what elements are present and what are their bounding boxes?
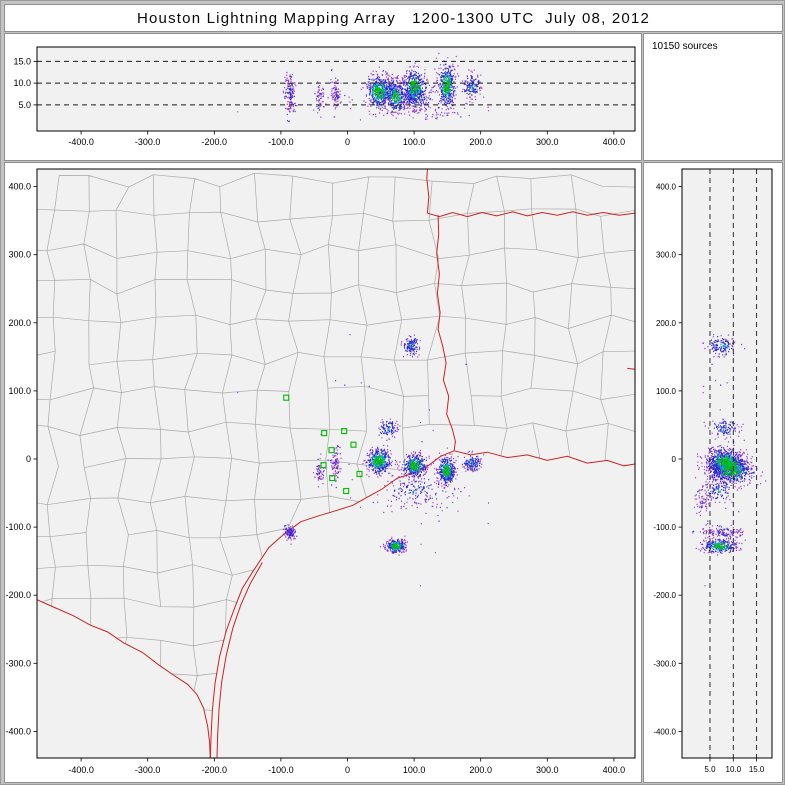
svg-text:10.0: 10.0 bbox=[726, 765, 742, 774]
svg-text:100.0: 100.0 bbox=[8, 386, 31, 396]
svg-text:0: 0 bbox=[345, 765, 350, 775]
svg-text:-300.0: -300.0 bbox=[653, 659, 676, 668]
svg-text:100.0: 100.0 bbox=[656, 387, 677, 396]
svg-text:15.0: 15.0 bbox=[13, 56, 31, 66]
svg-text:200.0: 200.0 bbox=[8, 318, 31, 328]
svg-text:-400.0: -400.0 bbox=[68, 765, 94, 775]
svg-text:-300.0: -300.0 bbox=[135, 137, 161, 147]
svg-text:0: 0 bbox=[672, 455, 677, 464]
svg-text:5.0: 5.0 bbox=[18, 100, 31, 110]
svg-text:-400.0: -400.0 bbox=[5, 726, 31, 736]
svg-text:0: 0 bbox=[345, 137, 350, 147]
altitude-ns-panel: -400.0 -300.0 -200.0 -100.0 0 100.0 200.0 300.0… bbox=[643, 162, 783, 783]
altitude-ew-plot[interactable]: -400.0 -300.0 -200.0 -100.0 0 100.0 200.0 300.0… bbox=[5, 34, 641, 160]
svg-text:-100.0: -100.0 bbox=[5, 522, 31, 532]
svg-text:200.0: 200.0 bbox=[469, 137, 492, 147]
svg-text:300.0: 300.0 bbox=[536, 765, 559, 775]
svg-text:0: 0 bbox=[26, 454, 31, 464]
page-title: Houston Lightning Mapping Array 1200-130… bbox=[4, 4, 783, 32]
svg-text:-200.0: -200.0 bbox=[202, 137, 228, 147]
svg-text:200.0: 200.0 bbox=[469, 765, 492, 775]
svg-text:-400.0: -400.0 bbox=[653, 727, 676, 736]
sources-count-label: 10150 sources bbox=[652, 41, 718, 52]
svg-text:5.0: 5.0 bbox=[704, 765, 716, 774]
svg-text:-200.0: -200.0 bbox=[653, 591, 676, 600]
plan-view-map-plot[interactable]: -400.0 -300.0 -200.0 -100.0 0 100.0 200.0 300.0… bbox=[5, 163, 641, 782]
svg-text:-100.0: -100.0 bbox=[653, 523, 676, 532]
plan-view-map-panel: -400.0 -300.0 -200.0 -100.0 0 100.0 200.0 300.0… bbox=[4, 162, 642, 783]
svg-text:400.0: 400.0 bbox=[656, 183, 677, 192]
svg-text:300.0: 300.0 bbox=[536, 137, 559, 147]
sources-count-panel: 10150 sources bbox=[643, 33, 783, 161]
svg-text:-100.0: -100.0 bbox=[268, 765, 294, 775]
svg-text:300.0: 300.0 bbox=[8, 250, 31, 260]
svg-text:-100.0: -100.0 bbox=[268, 137, 294, 147]
altitude-ew-panel: -400.0 -300.0 -200.0 -100.0 0 100.0 200.0 300.0… bbox=[4, 33, 642, 161]
svg-text:100.0: 100.0 bbox=[403, 137, 426, 147]
svg-text:-200.0: -200.0 bbox=[5, 590, 31, 600]
svg-text:-300.0: -300.0 bbox=[135, 765, 161, 775]
svg-text:15.0: 15.0 bbox=[749, 765, 765, 774]
svg-text:400.0: 400.0 bbox=[603, 137, 626, 147]
svg-text:-200.0: -200.0 bbox=[202, 765, 228, 775]
svg-text:400.0: 400.0 bbox=[8, 182, 31, 192]
altitude-ns-plot[interactable]: -400.0 -300.0 -200.0 -100.0 0 100.0 200.0 300.0… bbox=[644, 163, 782, 782]
svg-text:200.0: 200.0 bbox=[656, 319, 677, 328]
svg-text:300.0: 300.0 bbox=[656, 251, 677, 260]
svg-text:10.0: 10.0 bbox=[13, 78, 31, 88]
svg-text:-400.0: -400.0 bbox=[68, 137, 94, 147]
svg-text:-300.0: -300.0 bbox=[5, 658, 31, 668]
svg-text:400.0: 400.0 bbox=[603, 765, 626, 775]
svg-text:100.0: 100.0 bbox=[403, 765, 426, 775]
